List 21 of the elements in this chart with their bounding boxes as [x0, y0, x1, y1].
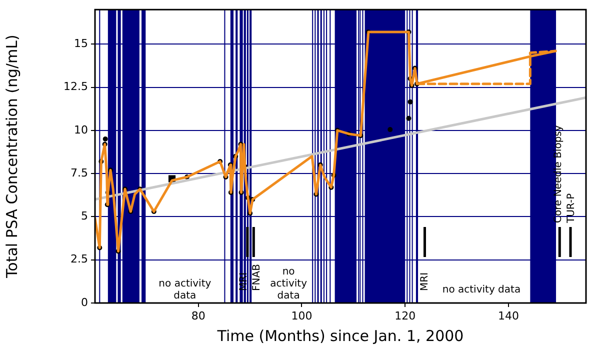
ref-line-label: MRI: [238, 272, 250, 291]
x-tick-label: 120: [394, 309, 416, 322]
x-axis-title: Time (Months) since Jan. 1, 2000: [216, 326, 464, 345]
annotation: no activity data: [158, 278, 212, 302]
y-tick-label: 2.5: [70, 252, 88, 266]
y-tick-label: 0: [81, 296, 88, 309]
y-tick-label: 12.5: [64, 80, 88, 94]
ref-line-label: FNAB: [252, 264, 263, 291]
y-tick-label: 15: [74, 36, 88, 50]
annotation: no activity data: [270, 266, 308, 302]
x-tick-label: 80: [191, 309, 206, 322]
ref-line-label: MRI: [419, 272, 430, 291]
y-tick-label: 7.5: [70, 166, 88, 180]
annotation: no activity data: [442, 284, 521, 296]
y-tick-label: 10: [74, 123, 88, 136]
x-tick-label: 100: [291, 309, 312, 322]
y-axis-title: Total PSA Concentration (ng/mL): [2, 34, 21, 279]
x-tick-label: 140: [498, 309, 519, 322]
ref-line-label: Core Needle Biopsy: [553, 125, 564, 223]
ref-line-label: TUR-P: [566, 193, 578, 224]
y-tick-label: 5: [81, 210, 88, 223]
